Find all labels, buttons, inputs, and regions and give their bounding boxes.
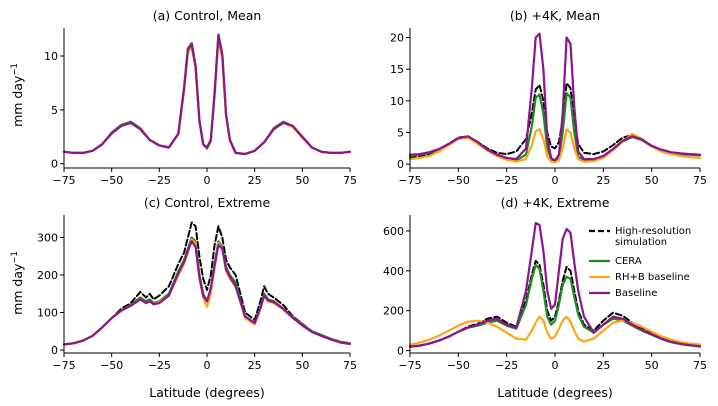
panel-lines [62, 221, 352, 346]
series-line-baseline [62, 34, 352, 156]
y-tick-label: 15 [390, 63, 404, 76]
x-tick-label: −25 [148, 359, 171, 372]
x-tick-label: 50 [645, 359, 659, 372]
legend-label-rhb: RH+B baseline [615, 272, 690, 283]
panel-lines [408, 221, 702, 348]
x-axis-label: Latitude (degrees) [497, 385, 613, 400]
x-tick-label: −50 [100, 359, 123, 372]
legend-label-highres: High-resolution [615, 226, 691, 237]
panel-4k-mean: (b) +4K, Mean −75 −50 −25 0 25 50 75 0 5 10 15 20 [390, 8, 707, 187]
legend-label-baseline: Baseline [615, 288, 657, 299]
legend: High-resolution simulation CERA RH+B bas… [589, 226, 691, 299]
series-line-rhb [408, 315, 702, 346]
x-tick-label: −50 [447, 174, 470, 187]
x-tick-label: 0 [552, 174, 559, 187]
panel-axes [409, 215, 700, 354]
y-tick-label: 300 [37, 232, 58, 245]
x-tick-label: −75 [398, 359, 421, 372]
panel-control-extreme: (c) Control, Extreme −75 −50 −25 0 25 50 75 0 10… [37, 195, 357, 400]
panel-ticks: −75 −50 −25 0 25 50 75 0 100 200 300 [37, 232, 357, 373]
x-tick-label: −25 [495, 359, 518, 372]
panel-ticks: −75 −50 −25 0 25 50 75 0 200 400 600 [383, 225, 707, 372]
series-line-highres [63, 221, 351, 346]
y-tick-label: 0 [51, 344, 58, 357]
x-tick-label: 25 [248, 174, 262, 187]
y-tick-label: 10 [44, 50, 58, 63]
panel-axes [63, 28, 350, 169]
x-tick-label: −75 [52, 359, 75, 372]
legend-label-cera: CERA [615, 256, 642, 267]
panel-ticks: −75 −50 −25 0 25 50 75 0 5 10 15 20 [390, 32, 707, 187]
y-axis-label-exponent: −1 [10, 251, 20, 264]
panel-title: (d) +4K, Extreme [501, 195, 610, 210]
y-axis-label-text: mm day [10, 75, 25, 127]
y-tick-label: 5 [51, 104, 58, 117]
series-line-baseline [408, 221, 702, 348]
y-tick-label: 0 [397, 158, 404, 171]
panel-title: (b) +4K, Mean [510, 8, 600, 23]
series-line-baseline [408, 32, 702, 162]
x-tick-label: 0 [552, 359, 559, 372]
y-tick-label: 200 [383, 305, 404, 318]
panel-4k-extreme: (d) +4K, Extreme −75 −50 −25 0 25 50 75 0 200 400… [383, 195, 707, 400]
y-tick-label: 400 [383, 265, 404, 278]
y-tick-label: 200 [37, 269, 58, 282]
x-tick-label: 0 [204, 174, 211, 187]
legend-label-highres-line2: simulation [615, 237, 667, 248]
x-tick-label: 75 [693, 359, 707, 372]
panel-title: (a) Control, Mean [153, 8, 262, 23]
y-tick-label: 10 [390, 95, 404, 108]
y-tick-label: 5 [397, 127, 404, 140]
x-tick-label: −25 [148, 174, 171, 187]
x-tick-label: 0 [204, 359, 211, 372]
y-tick-label: 0 [397, 345, 404, 358]
x-tick-label: 75 [343, 359, 357, 372]
panel-lines [408, 32, 702, 164]
panel-lines [62, 33, 352, 156]
panel-control-mean: (a) Control, Mean −75 −50 −25 0 25 50 75 0 5 10 [44, 8, 357, 187]
x-axis-label: Latitude (degrees) [149, 385, 265, 400]
x-tick-label: 50 [295, 359, 309, 372]
y-axis-label-top: mm day−1 [10, 63, 25, 127]
y-tick-label: 20 [390, 32, 404, 45]
panel-ticks: −75 −50 −25 0 25 50 75 0 5 10 [44, 50, 357, 187]
y-tick-label: 0 [51, 158, 58, 171]
x-tick-label: 25 [248, 359, 262, 372]
x-tick-label: −75 [52, 174, 75, 187]
x-tick-label: 25 [596, 174, 610, 187]
series-line-rhb [408, 128, 702, 164]
y-axis-label-exponent: −1 [10, 63, 20, 76]
x-tick-label: 50 [295, 174, 309, 187]
y-tick-label: 100 [37, 307, 58, 320]
y-axis-label-bottom: mm day−1 [10, 251, 25, 315]
x-tick-label: −75 [398, 174, 421, 187]
x-tick-label: 25 [596, 359, 610, 372]
y-tick-label: 600 [383, 225, 404, 238]
y-axis-label-text: mm day [10, 263, 25, 315]
panel-axes [409, 28, 700, 169]
x-tick-label: 75 [693, 174, 707, 187]
x-tick-label: 50 [645, 174, 659, 187]
panel-title: (c) Control, Extreme [144, 195, 271, 210]
x-tick-label: −25 [495, 174, 518, 187]
x-tick-label: 75 [343, 174, 357, 187]
panel-axes [63, 215, 350, 354]
series-line-baseline [62, 240, 352, 346]
x-tick-label: −50 [100, 174, 123, 187]
x-tick-label: −50 [447, 359, 470, 372]
